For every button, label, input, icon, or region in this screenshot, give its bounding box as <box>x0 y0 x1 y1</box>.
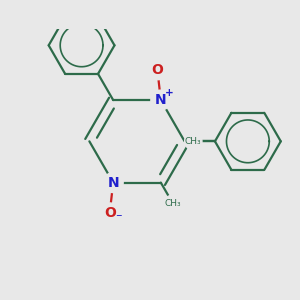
Text: CH₃: CH₃ <box>185 137 202 146</box>
Text: ⁻: ⁻ <box>115 212 122 226</box>
Text: CH₃: CH₃ <box>165 199 181 208</box>
Circle shape <box>151 90 171 110</box>
Text: N: N <box>107 176 119 190</box>
Circle shape <box>103 172 123 193</box>
Text: O: O <box>152 63 163 77</box>
Circle shape <box>100 203 120 223</box>
Text: N: N <box>155 93 166 107</box>
Circle shape <box>164 195 182 212</box>
Text: O: O <box>104 206 116 220</box>
Circle shape <box>184 133 202 150</box>
Circle shape <box>147 60 167 80</box>
Text: +: + <box>165 88 174 98</box>
